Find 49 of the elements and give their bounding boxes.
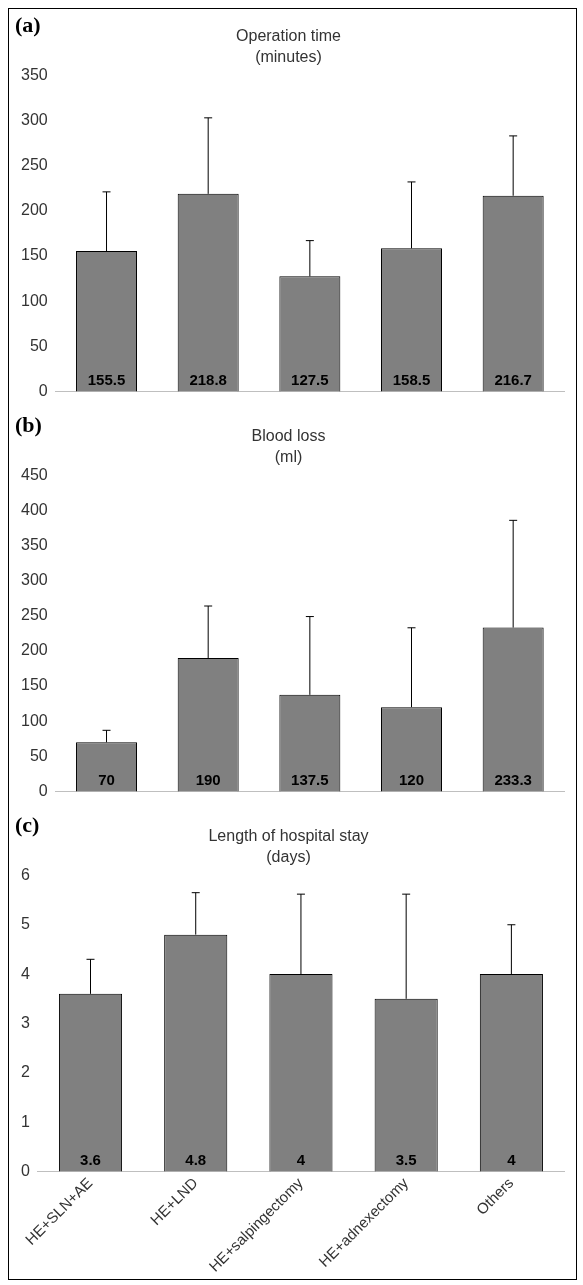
chart-title: Operation time xyxy=(236,27,342,45)
y-tick-label: 150 xyxy=(20,676,48,694)
text: (b) xyxy=(15,411,42,437)
data-label: 4.8 xyxy=(185,1151,207,1169)
y-tick-label: 0 xyxy=(38,781,48,799)
y-tick-label: 200 xyxy=(20,201,48,219)
y-tick-label: 0 xyxy=(20,1161,30,1179)
y-tick-label: 5 xyxy=(20,915,30,933)
y-tick-label: 300 xyxy=(20,571,48,589)
y-tick-label: 200 xyxy=(20,641,48,659)
y-tick-label: 100 xyxy=(20,291,48,309)
data-label: 70 xyxy=(98,771,115,789)
y-tick-label: 50 xyxy=(29,746,48,764)
y-tick-label: 6 xyxy=(20,865,30,883)
chart-title: Length of hospital stay xyxy=(208,827,369,845)
y-tick-label: 350 xyxy=(20,536,48,554)
chart-subtitle: (ml) xyxy=(274,448,303,466)
y-tick-label: 0 xyxy=(38,381,48,399)
y-tick-label: 300 xyxy=(20,110,48,128)
chart-subtitle: (days) xyxy=(266,848,311,866)
data-label: 3.6 xyxy=(80,1151,101,1169)
y-tick-label: 250 xyxy=(20,156,48,174)
y-tick-label: 50 xyxy=(29,336,48,354)
text: (a) xyxy=(15,11,41,37)
chart-subtitle: (minutes) xyxy=(255,48,322,66)
data-label: 233.3 xyxy=(494,771,532,789)
data-label: 4 xyxy=(296,1151,306,1169)
y-tick-label: 450 xyxy=(20,465,48,483)
data-label: 120 xyxy=(398,771,425,789)
y-tick-label: 2 xyxy=(20,1063,30,1081)
y-tick-label: 3 xyxy=(20,1013,30,1031)
data-label: 216.7 xyxy=(494,371,532,389)
y-tick-label: 4 xyxy=(20,964,30,982)
data-label: 190 xyxy=(195,771,221,789)
y-tick-label: 100 xyxy=(20,711,48,729)
y-tick-label: 400 xyxy=(20,500,48,518)
chart-title: Blood loss xyxy=(251,427,326,445)
data-label: 158.5 xyxy=(392,371,431,389)
data-label: 218.8 xyxy=(189,371,227,389)
y-tick-label: 1 xyxy=(20,1112,30,1130)
data-label: 137.5 xyxy=(291,771,329,789)
data-label: 3.5 xyxy=(395,1151,417,1169)
y-tick-label: 250 xyxy=(20,606,48,624)
data-label: 127.5 xyxy=(291,371,329,389)
y-tick-label: 150 xyxy=(20,246,48,264)
text: (c) xyxy=(15,811,40,837)
y-tick-label: 350 xyxy=(20,65,48,83)
data-label: 4 xyxy=(507,1151,517,1169)
data-label: 155.5 xyxy=(87,371,126,389)
